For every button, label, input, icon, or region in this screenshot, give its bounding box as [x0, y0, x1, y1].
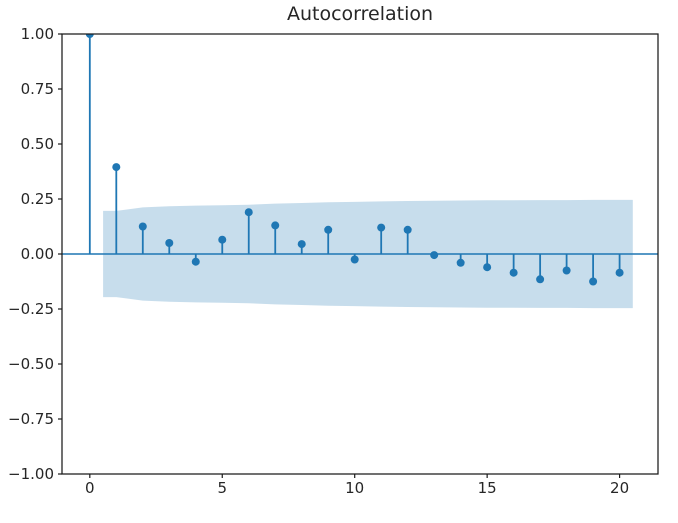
marker-lag-13 [430, 251, 439, 260]
marker-lag-5 [218, 235, 227, 244]
marker-lag-0 [85, 34, 94, 38]
y-tick-label: −0.25 [8, 300, 54, 318]
marker-lag-20 [615, 268, 624, 277]
y-tick-label: 0.75 [21, 80, 54, 98]
y-tick-label: 0.00 [21, 245, 54, 263]
chart-title: Autocorrelation [286, 3, 434, 25]
marker-lag-17 [536, 275, 545, 284]
marker-lag-9 [324, 225, 333, 234]
marker-lag-3 [165, 239, 174, 247]
y-tick-label: 1.00 [21, 25, 54, 43]
marker-lag-6 [244, 208, 253, 217]
y-tick-label: 0.50 [21, 135, 54, 153]
x-tick-label: 15 [478, 479, 497, 497]
y-tick-label: −1.00 [8, 465, 54, 483]
marker-lag-15 [483, 263, 492, 272]
marker-lag-12 [403, 225, 412, 234]
marker-lag-1 [112, 163, 121, 172]
x-tick-label: 10 [345, 479, 364, 497]
x-tick-label: 5 [217, 479, 227, 497]
marker-lag-14 [456, 258, 465, 267]
marker-lag-10 [350, 255, 359, 264]
x-tick-label: 20 [610, 479, 629, 497]
marker-lag-4 [191, 257, 200, 266]
marker-lag-7 [271, 221, 280, 230]
marker-lag-11 [377, 223, 386, 232]
stems-group [88, 34, 621, 282]
marker-lag-19 [589, 277, 598, 286]
y-tick-label: −0.75 [8, 410, 54, 428]
markers-group [85, 34, 624, 286]
marker-lag-8 [297, 240, 306, 249]
marker-lag-16 [509, 268, 518, 277]
x-tick-label: 0 [85, 479, 95, 497]
y-tick-label: 0.25 [21, 190, 54, 208]
marker-lag-2 [138, 222, 147, 231]
y-tick-label: −0.50 [8, 355, 54, 373]
marker-lag-18 [562, 266, 571, 275]
